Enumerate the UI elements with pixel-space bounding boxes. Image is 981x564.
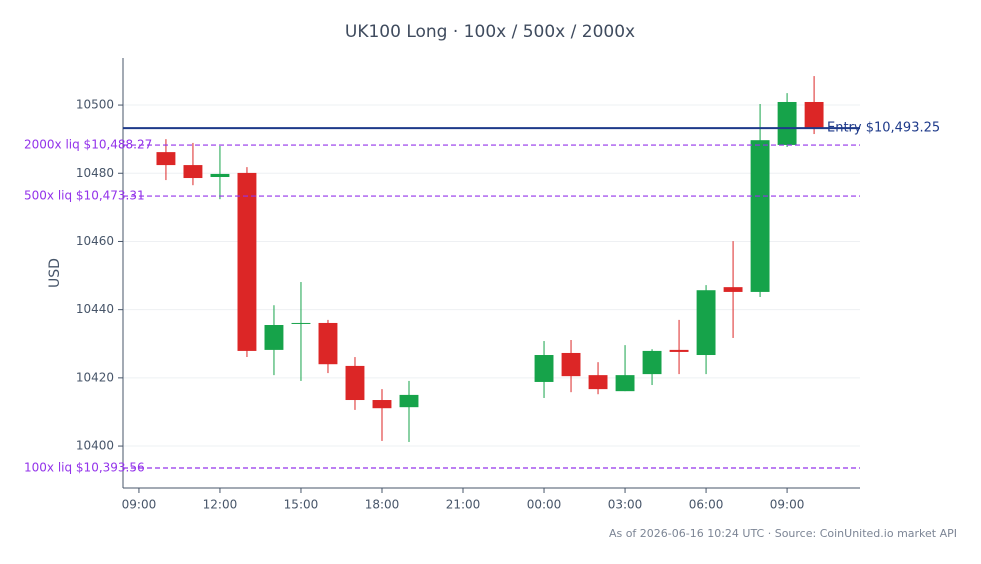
x-tick-label: 15:00 xyxy=(284,498,319,512)
candle-body xyxy=(561,352,581,377)
y-axis-label: USD xyxy=(47,258,63,288)
y-tick-label: 10440 xyxy=(76,302,114,316)
candle-body xyxy=(291,322,311,324)
candle-body xyxy=(156,152,176,166)
x-tick-label: 03:00 xyxy=(608,498,643,512)
candle-body xyxy=(345,365,365,401)
x-tick-label: 00:00 xyxy=(527,498,562,512)
y-tick-label: 10480 xyxy=(76,166,114,180)
candle-body xyxy=(534,355,554,382)
x-tick-label: 21:00 xyxy=(446,498,481,512)
x-tick-label: 12:00 xyxy=(203,498,238,512)
y-tick-label: 10420 xyxy=(76,370,114,384)
candle-body xyxy=(696,290,716,356)
y-tick-label: 10400 xyxy=(76,439,114,453)
candle-body xyxy=(723,287,743,292)
reference-label: Entry $10,493.25 xyxy=(827,121,940,136)
reference-label: 500x liq $10,473.31 xyxy=(24,189,145,203)
candle-body xyxy=(183,165,203,179)
candle-body xyxy=(210,173,230,178)
candle-body xyxy=(777,101,797,145)
candle-body xyxy=(615,375,635,392)
y-tick-label: 10460 xyxy=(76,234,114,248)
footnote: As of 2026-06-16 10:24 UTC · Source: Coi… xyxy=(609,527,957,540)
candle-body xyxy=(750,140,770,292)
candle-body xyxy=(372,400,392,409)
candle-body xyxy=(642,350,662,375)
y-tick-label: 10500 xyxy=(76,98,114,112)
candle-body xyxy=(237,172,257,351)
candle-body xyxy=(669,349,689,352)
candle-body xyxy=(318,322,338,365)
x-tick-label: 06:00 xyxy=(689,498,724,512)
reference-label: 100x liq $10,393.56 xyxy=(24,461,145,475)
x-tick-label: 18:00 xyxy=(365,498,400,512)
x-tick-label: 09:00 xyxy=(770,498,805,512)
candle-body xyxy=(588,375,608,390)
candle-body xyxy=(264,325,284,350)
chart-title: UK100 Long · 100x / 500x / 2000x xyxy=(345,22,635,42)
candle-body xyxy=(399,394,419,408)
candle-body xyxy=(804,101,824,128)
x-tick-label: 09:00 xyxy=(122,498,157,512)
reference-label: 2000x liq $10,488.27 xyxy=(24,138,152,152)
